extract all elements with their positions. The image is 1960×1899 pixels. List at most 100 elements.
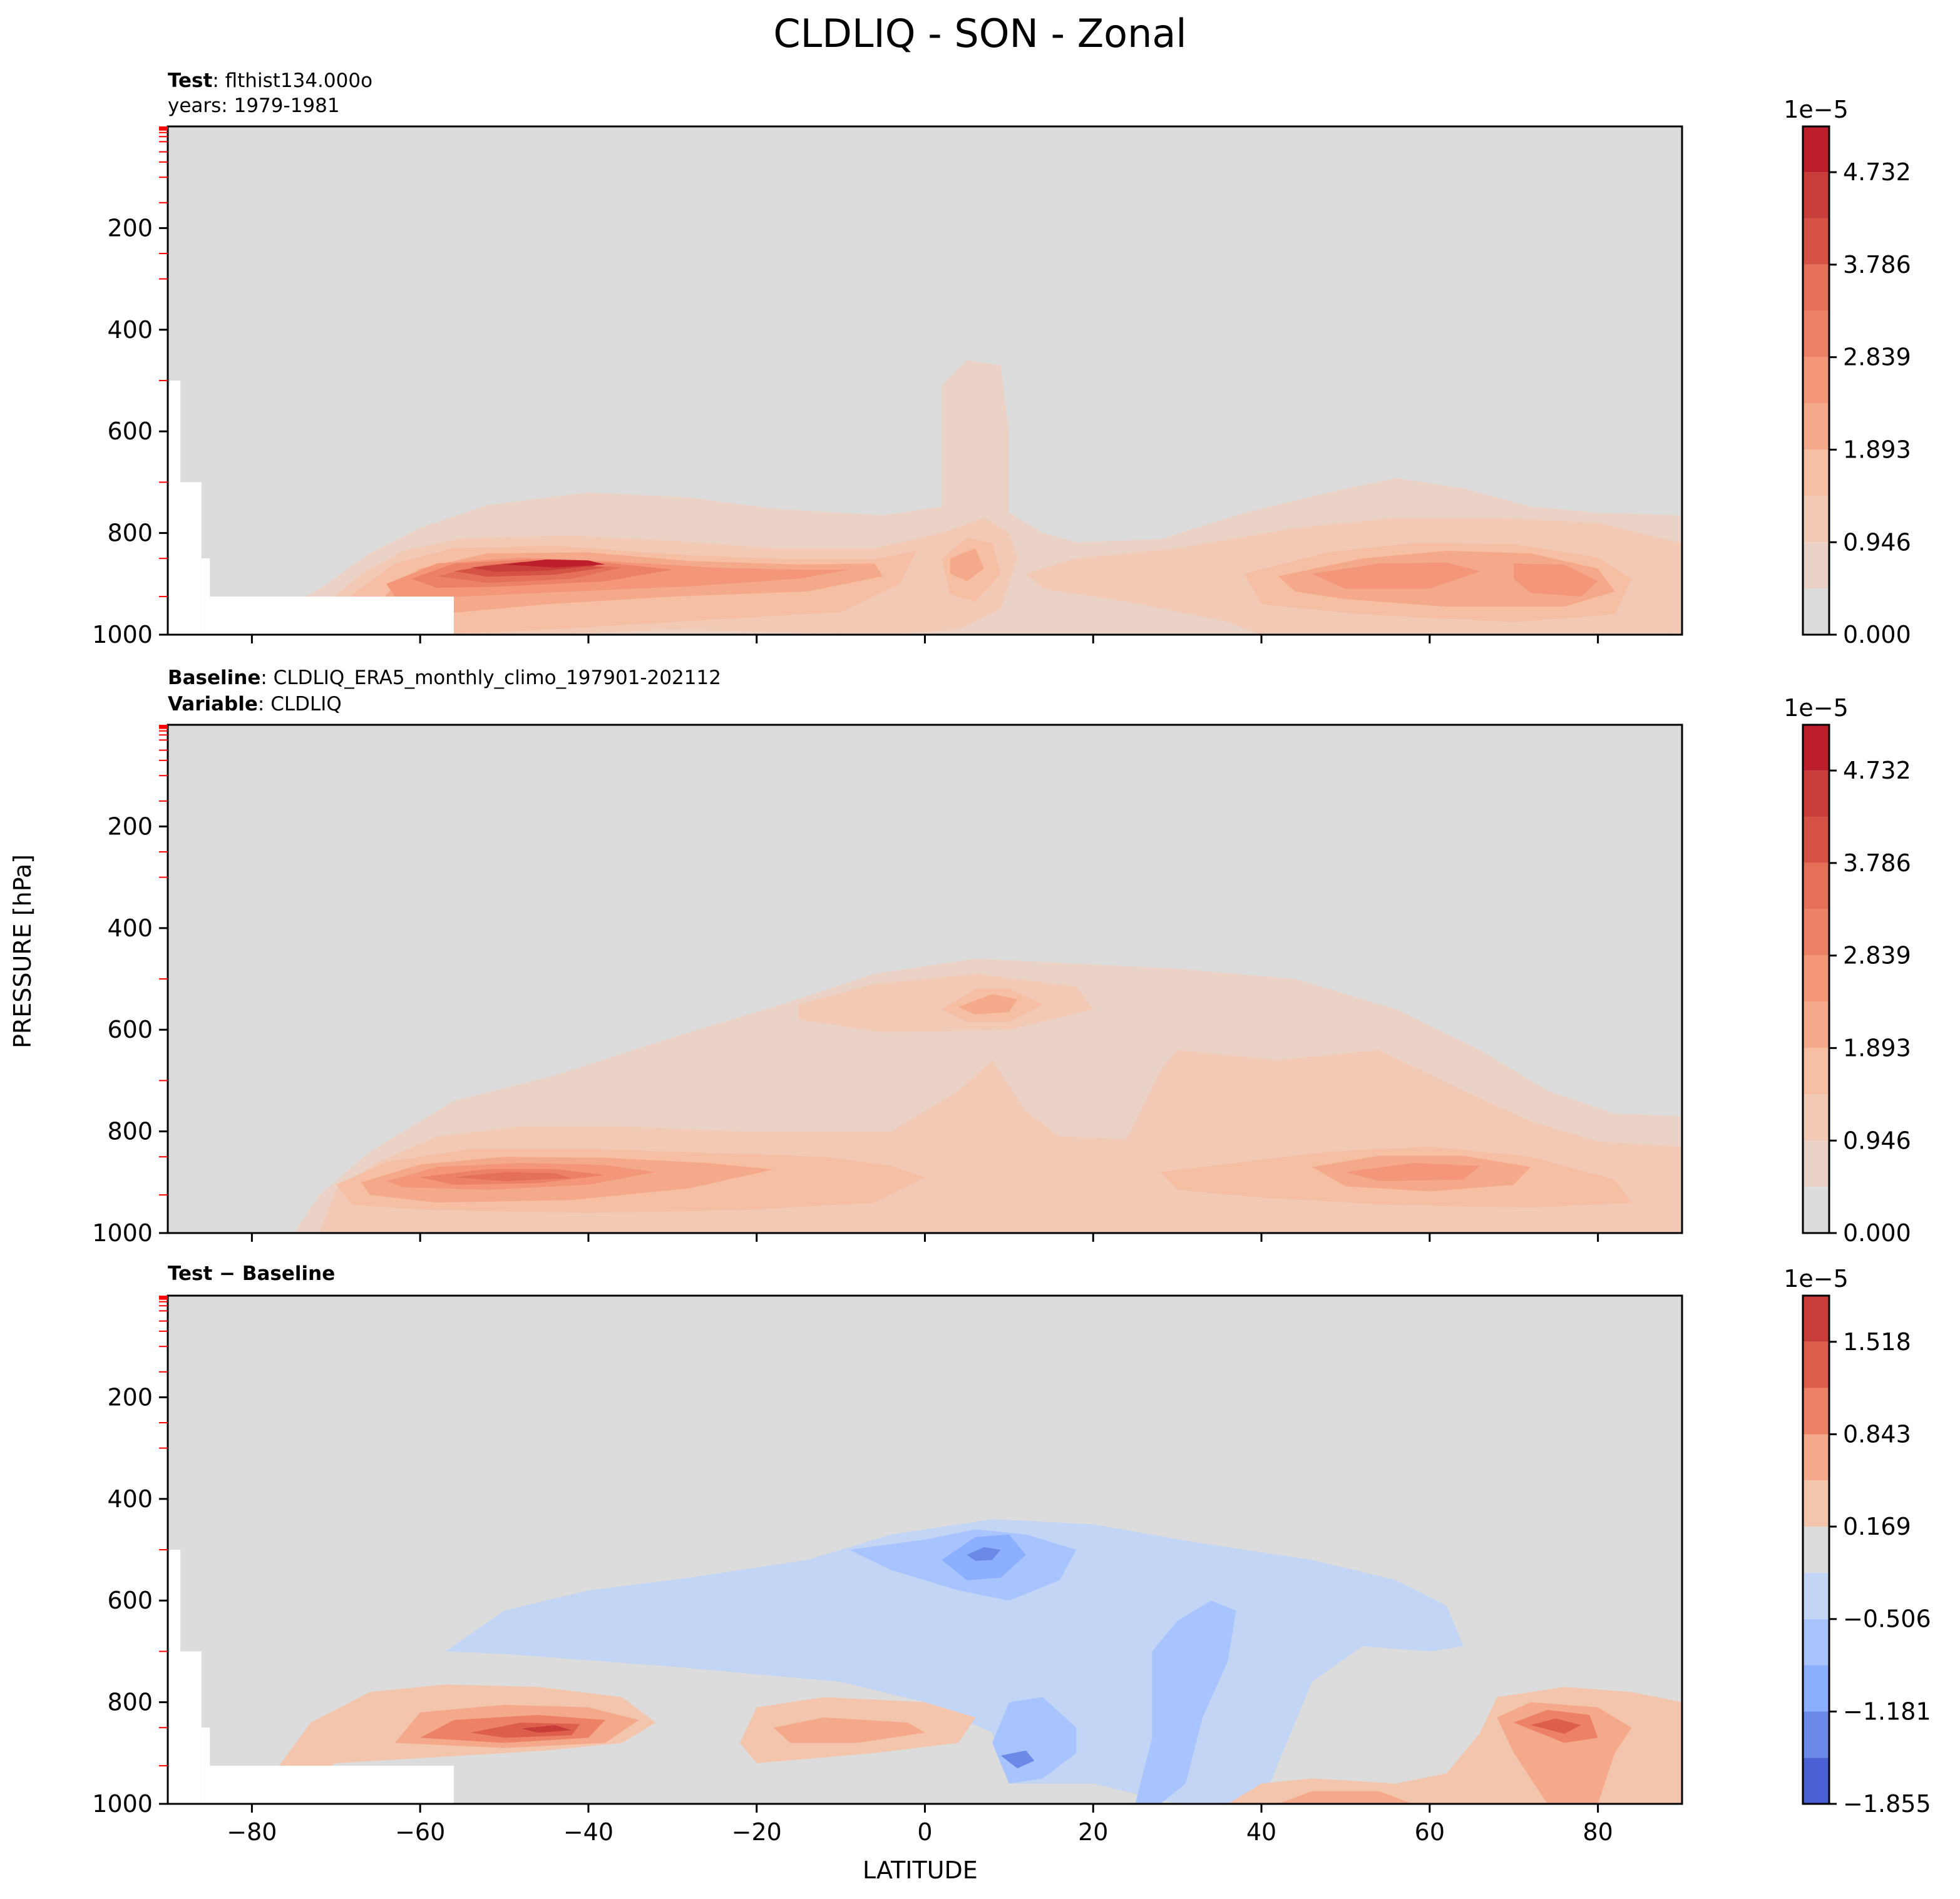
colorbar-band <box>1803 1187 1829 1233</box>
colorbar-band <box>1803 126 1829 173</box>
y-tick-label: 200 <box>107 214 153 242</box>
panel-label-baseline-bold: Baseline <box>168 667 261 689</box>
y-tick-label: 1000 <box>92 1219 153 1247</box>
contour-band <box>1514 563 1598 597</box>
colorbar-band <box>1803 1665 1829 1712</box>
colorbar-tick-label: 2.839 <box>1843 942 1911 970</box>
colorbar-band <box>1803 1296 1829 1342</box>
contour-band <box>1345 1162 1480 1182</box>
colorbar-band <box>1803 1572 1829 1619</box>
colorbar-tick-label: 1.893 <box>1843 1034 1911 1062</box>
colorbar-tick-label: −1.855 <box>1843 1790 1931 1818</box>
colorbar-frame <box>1802 724 1830 1234</box>
x-tick-label: −80 <box>227 1818 277 1846</box>
contour-band <box>1278 1791 1413 1804</box>
panel-label-variable-text: : CLDLIQ <box>257 693 342 715</box>
contour-band <box>773 1717 925 1743</box>
plot-area-diff <box>168 1296 1682 1804</box>
colorbar-band <box>1803 264 1829 311</box>
y-tick-label: 600 <box>107 1016 153 1043</box>
y-tick-label: 400 <box>107 1485 153 1513</box>
y-axis-label: PRESSURE [hPa] <box>9 854 36 1049</box>
x-tick-label: 0 <box>917 1818 932 1846</box>
plot-area-baseline <box>168 725 1682 1233</box>
contour-band <box>1311 562 1480 589</box>
y-tick-label: 800 <box>107 1118 153 1145</box>
colorbar-band <box>1803 1480 1829 1527</box>
masked-surface <box>180 1651 202 1804</box>
x-tick-label: 80 <box>1583 1818 1613 1846</box>
contour-band <box>521 1725 572 1733</box>
colorbar-band <box>1803 1758 1829 1804</box>
colorbar-band <box>1803 1001 1829 1048</box>
masked-surface <box>201 558 210 635</box>
panel-label-test: Test: flthist134.000o <box>168 68 372 94</box>
y-tick-label: 1000 <box>92 1790 153 1818</box>
contour-band <box>1531 1718 1581 1734</box>
colorbar-tick-label: 0.946 <box>1843 1127 1911 1154</box>
y-tick-label: 600 <box>107 1587 153 1614</box>
panel-label-diff-bold: Test − Baseline <box>168 1262 336 1285</box>
contour-band <box>445 1519 1464 1804</box>
colorbar-band <box>1803 1619 1829 1666</box>
masked-surface <box>168 1550 181 1804</box>
colorbar-band <box>1803 542 1829 589</box>
contour-band <box>1000 1750 1035 1769</box>
colorbar-tick-label: 2.839 <box>1843 344 1911 371</box>
colorbar-band <box>1803 403 1829 450</box>
panel-test: 200 400 600 800 1000 0.000 0.946 1.893 2.839 3.78… <box>92 96 1911 648</box>
masked-surface <box>168 381 181 635</box>
colorbar-tick-label: 3.786 <box>1843 849 1911 877</box>
panel-label-variable: Variable: CLDLIQ <box>168 691 342 717</box>
colorbar-band <box>1803 1341 1829 1388</box>
colorbar-band <box>1803 1140 1829 1187</box>
contour-band <box>967 1547 1001 1561</box>
x-tick-label: −60 <box>395 1818 445 1846</box>
colorbar-band <box>1803 770 1829 817</box>
contour-band <box>958 994 1018 1015</box>
colorbar-tick-label: 0.843 <box>1843 1420 1911 1448</box>
colorbar-exponent: 1e−5 <box>1783 96 1849 123</box>
colorbar-frame <box>1802 125 1830 636</box>
colorbar-band <box>1803 1048 1829 1095</box>
colorbar-tick-label: 0.169 <box>1843 1513 1911 1540</box>
colorbar-exponent: 1e−5 <box>1783 1265 1849 1292</box>
colorbar-band <box>1803 909 1829 956</box>
colorbar-band <box>1803 1711 1829 1758</box>
colorbar-tick-label: 3.786 <box>1843 251 1911 279</box>
y-tick-label: 1000 <box>92 621 153 648</box>
contour-band <box>1135 1600 1236 1804</box>
colorbar-band <box>1803 588 1829 635</box>
colorbar-band <box>1803 310 1829 357</box>
x-tick-label: 40 <box>1246 1818 1276 1846</box>
colorbar-band <box>1803 357 1829 404</box>
colorbar-tick-label: 1.893 <box>1843 436 1911 463</box>
contour-band <box>504 559 605 568</box>
panel-baseline: 200 400 600 800 1000 0.000 0.946 1.893 2.839 3.78… <box>92 694 1911 1247</box>
colorbar-band <box>1803 1094 1829 1141</box>
colorbar-band <box>1803 1388 1829 1435</box>
colorbar-tick-label: 4.732 <box>1843 757 1911 784</box>
colorbar-band <box>1803 1527 1829 1573</box>
x-tick-label: −20 <box>732 1818 782 1846</box>
masked-surface <box>210 1766 454 1804</box>
y-tick-label: 400 <box>107 914 153 942</box>
panel-label-diff: Test − Baseline <box>168 1261 335 1287</box>
panel-diff: 200 400 600 800 1000 −80 −60 −40 −20 0 20 40 60 80 −1.… <box>92 1265 1931 1846</box>
y-tick-label: 200 <box>107 812 153 840</box>
contour-band <box>453 1172 572 1182</box>
colorbar-band <box>1803 449 1829 496</box>
y-tick-label: 600 <box>107 417 153 445</box>
colorbar-tick-label: 0.000 <box>1843 1219 1911 1247</box>
figure-title: CLDLIQ - SON - Zonal <box>773 11 1187 56</box>
x-axis-label: LATITUDE <box>863 1856 978 1884</box>
y-tick-label: 200 <box>107 1383 153 1411</box>
x-tick-label: 20 <box>1078 1818 1108 1846</box>
plot-area-test <box>168 126 1682 635</box>
colorbar-tick-label: 1.518 <box>1843 1328 1911 1356</box>
colorbar-band <box>1803 955 1829 1002</box>
masked-surface <box>201 1728 210 1804</box>
panel-label-test-text: : flthist134.000o <box>212 69 373 92</box>
x-tick-label: 60 <box>1415 1818 1445 1846</box>
